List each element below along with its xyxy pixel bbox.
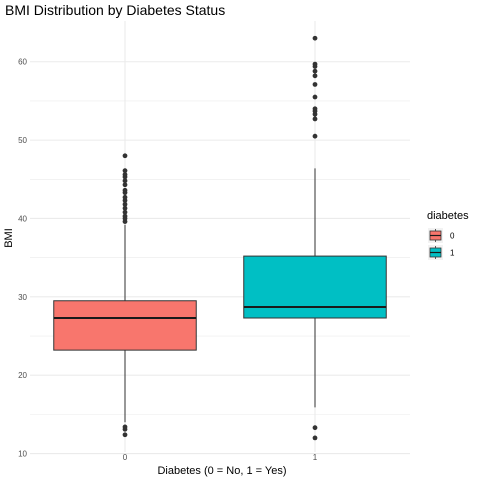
outlier-point	[122, 172, 128, 177]
outlier-point	[312, 133, 318, 139]
x-tick-label: 0	[123, 453, 128, 462]
outlier-point	[312, 435, 318, 441]
outlier-point	[312, 61, 318, 67]
legend-label: 1	[450, 249, 455, 258]
outlier-point	[312, 68, 318, 74]
outlier-point	[122, 153, 128, 159]
outlier-point	[122, 194, 128, 200]
box-iqr	[53, 300, 197, 351]
x-tick-label: 1	[313, 453, 318, 462]
x-axis-title: Diabetes (0 = No, 1 = Yes)	[157, 465, 286, 477]
outlier-point	[122, 213, 128, 219]
y-tick-label: 20	[18, 371, 27, 380]
outlier-point	[122, 201, 128, 207]
outlier-point	[122, 182, 128, 188]
y-tick-label: 30	[18, 293, 27, 302]
y-tick-label: 50	[18, 136, 27, 145]
box-layer	[53, 35, 387, 441]
outlier-point	[312, 35, 318, 41]
legend-entry-1: 1	[428, 245, 455, 260]
outlier-point	[122, 209, 128, 215]
grid-layer	[30, 21, 410, 455]
y-tick-label: 10	[18, 450, 27, 459]
outlier-point	[122, 205, 128, 211]
outlier-point	[122, 178, 128, 184]
axis-layer: Diabetes (0 = No, 1 = Yes) BMI 102030405…	[3, 58, 318, 477]
legend-title: diabetes	[427, 210, 469, 222]
legend-entry-0: 0	[428, 228, 455, 243]
outlier-point	[122, 424, 128, 430]
outlier-point	[312, 94, 318, 100]
outlier-point	[312, 425, 318, 431]
y-tick-label: 40	[18, 214, 27, 223]
legend: diabetes 0 1	[427, 210, 469, 260]
outlier-point	[122, 187, 128, 193]
box-iqr	[243, 255, 387, 319]
outlier-point	[312, 82, 318, 87]
outlier-point	[312, 106, 318, 112]
outlier-point	[122, 432, 128, 438]
box-group-0	[53, 153, 197, 438]
y-axis-title: BMI	[3, 228, 15, 248]
chart-title: BMI Distribution by Diabetes Status	[5, 2, 226, 18]
box-group-1	[243, 35, 387, 441]
outlier-point	[122, 168, 128, 174]
legend-label: 0	[450, 232, 455, 241]
outlier-point	[312, 73, 318, 79]
y-tick-label: 60	[18, 58, 27, 67]
outlier-point	[312, 116, 318, 122]
